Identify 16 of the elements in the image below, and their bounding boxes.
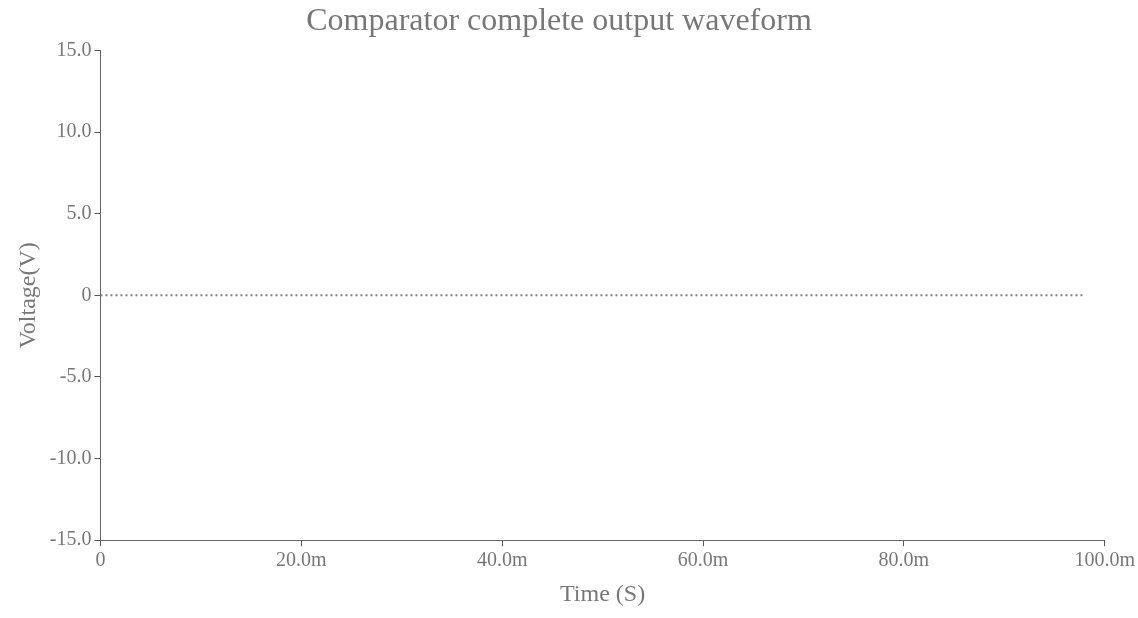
y-tick-label: -15.0: [49, 527, 92, 550]
y-tick-label: 15.0: [56, 37, 92, 60]
chart-title: Comparator complete output waveform: [306, 0, 812, 37]
y-tick-label: -5.0: [59, 364, 92, 387]
x-tick-label: 100.0m: [1074, 548, 1136, 571]
x-tick-label: 40.0m: [476, 548, 528, 571]
y-tick-label: 5.0: [66, 200, 92, 223]
x-axis-title: Time (S): [560, 579, 646, 606]
y-tick-label: 0: [81, 282, 92, 305]
x-tick-label: 60.0m: [677, 548, 729, 571]
y-tick-label: 10.0: [56, 119, 92, 142]
y-axis-title: Voltage(V): [13, 242, 40, 349]
x-tick-label: 20.0m: [276, 548, 328, 571]
y-tick-label: -10.0: [49, 445, 92, 468]
x-tick-label: 0: [95, 548, 106, 571]
x-tick-label: 80.0m: [878, 548, 930, 571]
